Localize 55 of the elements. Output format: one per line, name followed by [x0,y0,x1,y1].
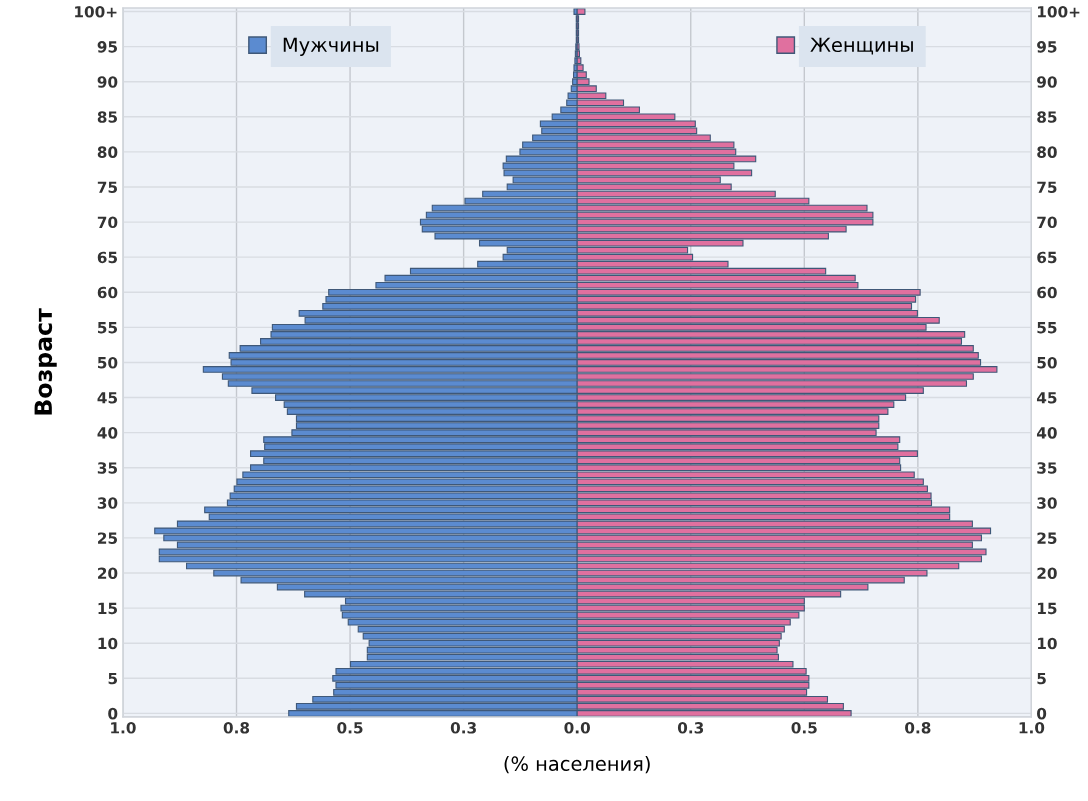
category-label: 70 [97,216,118,229]
y-tick-label: 55 [1037,322,1057,334]
legend-label: Мужчины [283,37,379,56]
category-label: 15 [98,602,118,615]
x-tick-label: 0.8 [223,722,250,734]
y-tick-label: 20 [1037,567,1057,580]
category-label: 55 [98,322,118,334]
category-label: 5 [108,672,118,685]
y-tick-label: 80 [1037,146,1057,158]
y-tick-label: 40 [1036,427,1057,439]
x-tick-label: 1.0 [1019,722,1045,734]
x-tick-label: 0.0 [564,722,590,734]
category-label: 60 [97,286,118,299]
x-tick-label: 0.3 [677,722,704,734]
category-label: 80 [97,146,118,158]
category-label: 40 [97,427,118,439]
x-tick-label: 0.3 [450,722,476,734]
category-label: 0 [108,707,118,720]
y-tick-label: 90 [1037,76,1057,88]
category-label: 35 [97,462,118,474]
y-tick-label: 5 [1037,672,1046,685]
y-tick-label: 0 [1037,707,1047,720]
category-label: 95 [97,41,118,53]
category-label: 75 [97,181,118,194]
y-axis-title: Возраст [34,308,57,415]
y-tick-label: 60 [1037,286,1057,299]
x-axis-title: (% населения) [504,756,650,774]
y-tick-label: 65 [1037,251,1057,264]
x-tick-label: 1.0 [111,722,136,734]
category-label: 45 [97,392,118,404]
y-tick-label: 50 [1037,356,1057,369]
y-tick-label: 45 [1036,392,1057,404]
x-tick-label: 0.5 [791,722,817,734]
y-tick-label: 75 [1037,181,1057,194]
y-tick-label: 15 [1038,602,1057,615]
x-tick-label: 0.5 [337,722,363,734]
category-label: 25 [98,532,118,544]
y-tick-label: 35 [1037,462,1057,474]
category-label: 20 [98,567,118,580]
category-label: 90 [97,76,118,88]
category-label: 100+ [75,5,117,18]
y-tick-label: 30 [1037,497,1057,509]
y-tick-label: 85 [1037,111,1057,123]
y-tick-label: 95 [1037,41,1057,53]
y-tick-label: 10 [1038,637,1057,650]
x-tick-label: 0.8 [905,722,931,734]
category-label: 65 [97,251,118,264]
category-label: 30 [97,497,118,509]
y-tick-label: 70 [1037,216,1057,229]
category-label: 50 [98,356,118,369]
y-tick-label: 100+ [1038,5,1080,18]
category-label: 10 [98,637,118,650]
legend-label: Женщины [810,37,913,55]
category-label: 85 [97,111,118,123]
y-tick-label: 25 [1037,532,1057,544]
